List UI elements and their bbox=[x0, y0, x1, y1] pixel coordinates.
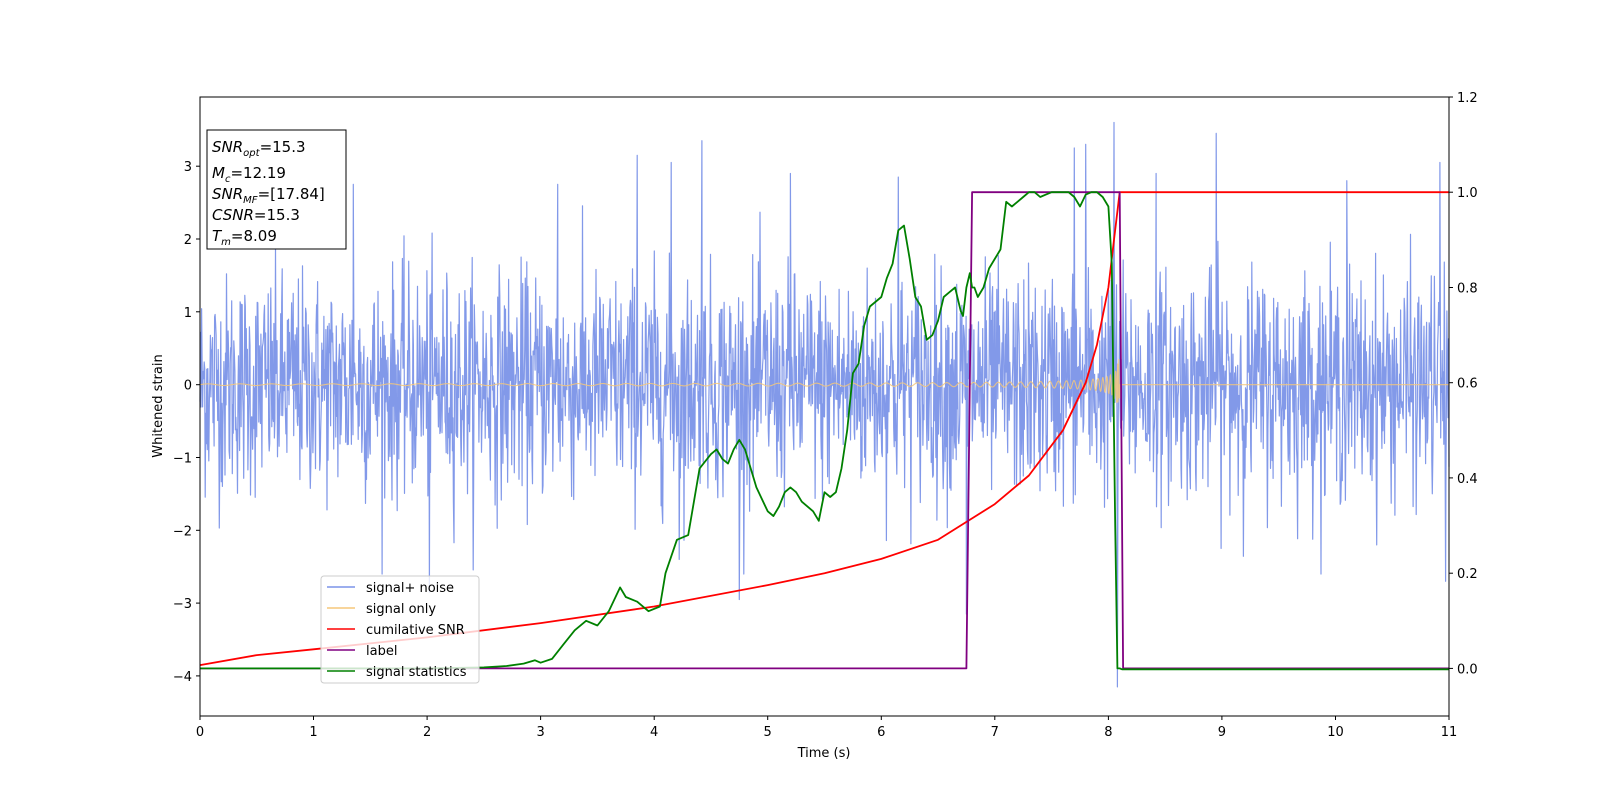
y-tick-label: −4 bbox=[173, 670, 192, 685]
info-box-frame bbox=[206, 129, 347, 250]
y-axis-right: 0.0 0.2 0.4 0.6 0.8 1.0 1.2 bbox=[1449, 91, 1478, 677]
y-axis-left: −4 −3 −2 −1 0 1 2 3 bbox=[173, 160, 200, 685]
info-mc: Mc=12.19 bbox=[212, 164, 286, 185]
x-tick-label: 0 bbox=[196, 725, 204, 740]
y2-tick-label: 1.0 bbox=[1457, 186, 1478, 201]
legend-label-signal-statistics: signal statistics bbox=[366, 665, 467, 680]
legend-label-signal-only: signal only bbox=[366, 602, 436, 617]
x-tick-label: 2 bbox=[423, 725, 431, 740]
y2-tick-label: 0.0 bbox=[1457, 662, 1478, 677]
y-tick-label: 2 bbox=[184, 233, 192, 248]
x-tick-label: 6 bbox=[877, 725, 885, 740]
y2-tick-label: 0.6 bbox=[1457, 377, 1478, 392]
x-tick-label: 3 bbox=[536, 725, 544, 740]
y2-tick-label: 0.8 bbox=[1457, 282, 1478, 297]
series-signal-only bbox=[199, 358, 1450, 404]
info-csnr: CSNR=15.3 bbox=[212, 206, 300, 224]
series-signal-statistics bbox=[200, 191, 1449, 671]
x-tick-label: 5 bbox=[764, 725, 772, 740]
y-tick-label: −2 bbox=[173, 524, 192, 539]
y-axis-label: Whitened strain bbox=[151, 354, 166, 457]
y2-tick-label: 0.2 bbox=[1457, 567, 1478, 582]
y-tick-label: −1 bbox=[173, 452, 192, 467]
x-tick-label: 8 bbox=[1104, 725, 1112, 740]
info-snr-opt: SNRopt=15.3 bbox=[212, 138, 306, 159]
plot-frame bbox=[199, 96, 1450, 717]
x-tick-label: 11 bbox=[1441, 725, 1458, 740]
y-tick-label: −3 bbox=[173, 597, 192, 612]
y2-tick-label: 0.4 bbox=[1457, 472, 1478, 487]
x-tick-label: 4 bbox=[650, 725, 658, 740]
legend: signal+ noise signal only cumilative SNR… bbox=[320, 575, 480, 684]
x-axis-label: Time (s) bbox=[797, 746, 851, 761]
x-tick-label: 9 bbox=[1218, 725, 1226, 740]
x-tick-label: 10 bbox=[1327, 725, 1344, 740]
legend-label-signal-noise: signal+ noise bbox=[366, 581, 454, 596]
y-tick-label: 3 bbox=[184, 160, 192, 175]
legend-label-cumulative-snr: cumilative SNR bbox=[366, 623, 465, 638]
series-signal-noise bbox=[199, 121, 1450, 688]
info-snr-mf: SNRMF=[17.84] bbox=[212, 185, 325, 206]
legend-label-label: label bbox=[366, 644, 397, 659]
info-box: SNRopt=15.3 Mc=12.19 SNRMF=[17.84] CSNR=… bbox=[206, 129, 347, 250]
x-axis: 0 1 2 3 4 5 6 7 8 9 10 11 bbox=[196, 716, 1457, 740]
y-tick-label: 1 bbox=[184, 306, 192, 321]
y-tick-label: 0 bbox=[184, 379, 192, 394]
legend-frame bbox=[320, 575, 480, 684]
y2-tick-label: 1.2 bbox=[1457, 91, 1478, 106]
x-tick-label: 1 bbox=[309, 725, 317, 740]
info-tm: Tm=8.09 bbox=[212, 227, 277, 248]
x-tick-label: 7 bbox=[991, 725, 999, 740]
